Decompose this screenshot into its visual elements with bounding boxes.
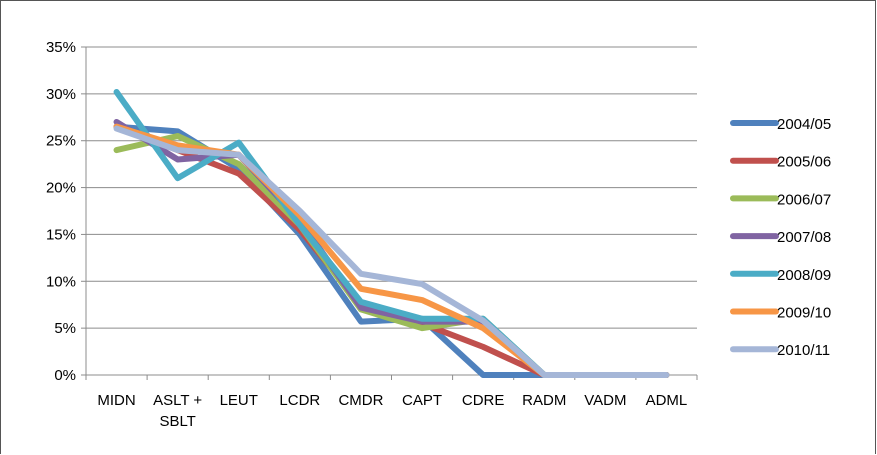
y-tick-label: 35% <box>46 39 76 56</box>
y-tick-label: 10% <box>46 273 76 290</box>
y-tick-label: 5% <box>54 320 76 337</box>
series-line-2006-07 <box>113 133 670 378</box>
y-tick-label: 0% <box>54 367 76 384</box>
series-line-2008-09 <box>113 88 670 378</box>
legend-label: 2004/05 <box>777 116 831 133</box>
x-tick-label: MIDN <box>97 392 135 409</box>
series-line-2010-11 <box>113 125 670 378</box>
legend-label: 2007/08 <box>777 229 831 246</box>
x-tick-label: VADM <box>584 392 626 409</box>
x-tick-label: LEUT <box>220 392 258 409</box>
series-line-2007-08 <box>113 118 670 378</box>
x-tick-label: LCDR <box>279 392 320 409</box>
legend-label: 2008/09 <box>777 267 831 284</box>
x-tick-label: CAPT <box>402 392 442 409</box>
x-tick-label: RADM <box>522 392 566 409</box>
legend-label: 2009/10 <box>777 305 831 322</box>
legend-label: 2006/07 <box>777 191 831 208</box>
x-tick-label: ASLT + SBLT <box>153 392 202 430</box>
x-tick-label: CDRE <box>462 392 505 409</box>
y-tick-label: 30% <box>46 86 76 103</box>
legend-label: 2010/11 <box>777 342 830 359</box>
y-tick-label: 20% <box>46 180 76 197</box>
y-tick-label: 15% <box>46 226 76 243</box>
y-tick-label: 25% <box>46 133 76 150</box>
x-tick-label: ADML <box>646 392 688 409</box>
legend-label: 2005/06 <box>777 154 831 171</box>
x-tick-label: CMDR <box>338 392 383 409</box>
